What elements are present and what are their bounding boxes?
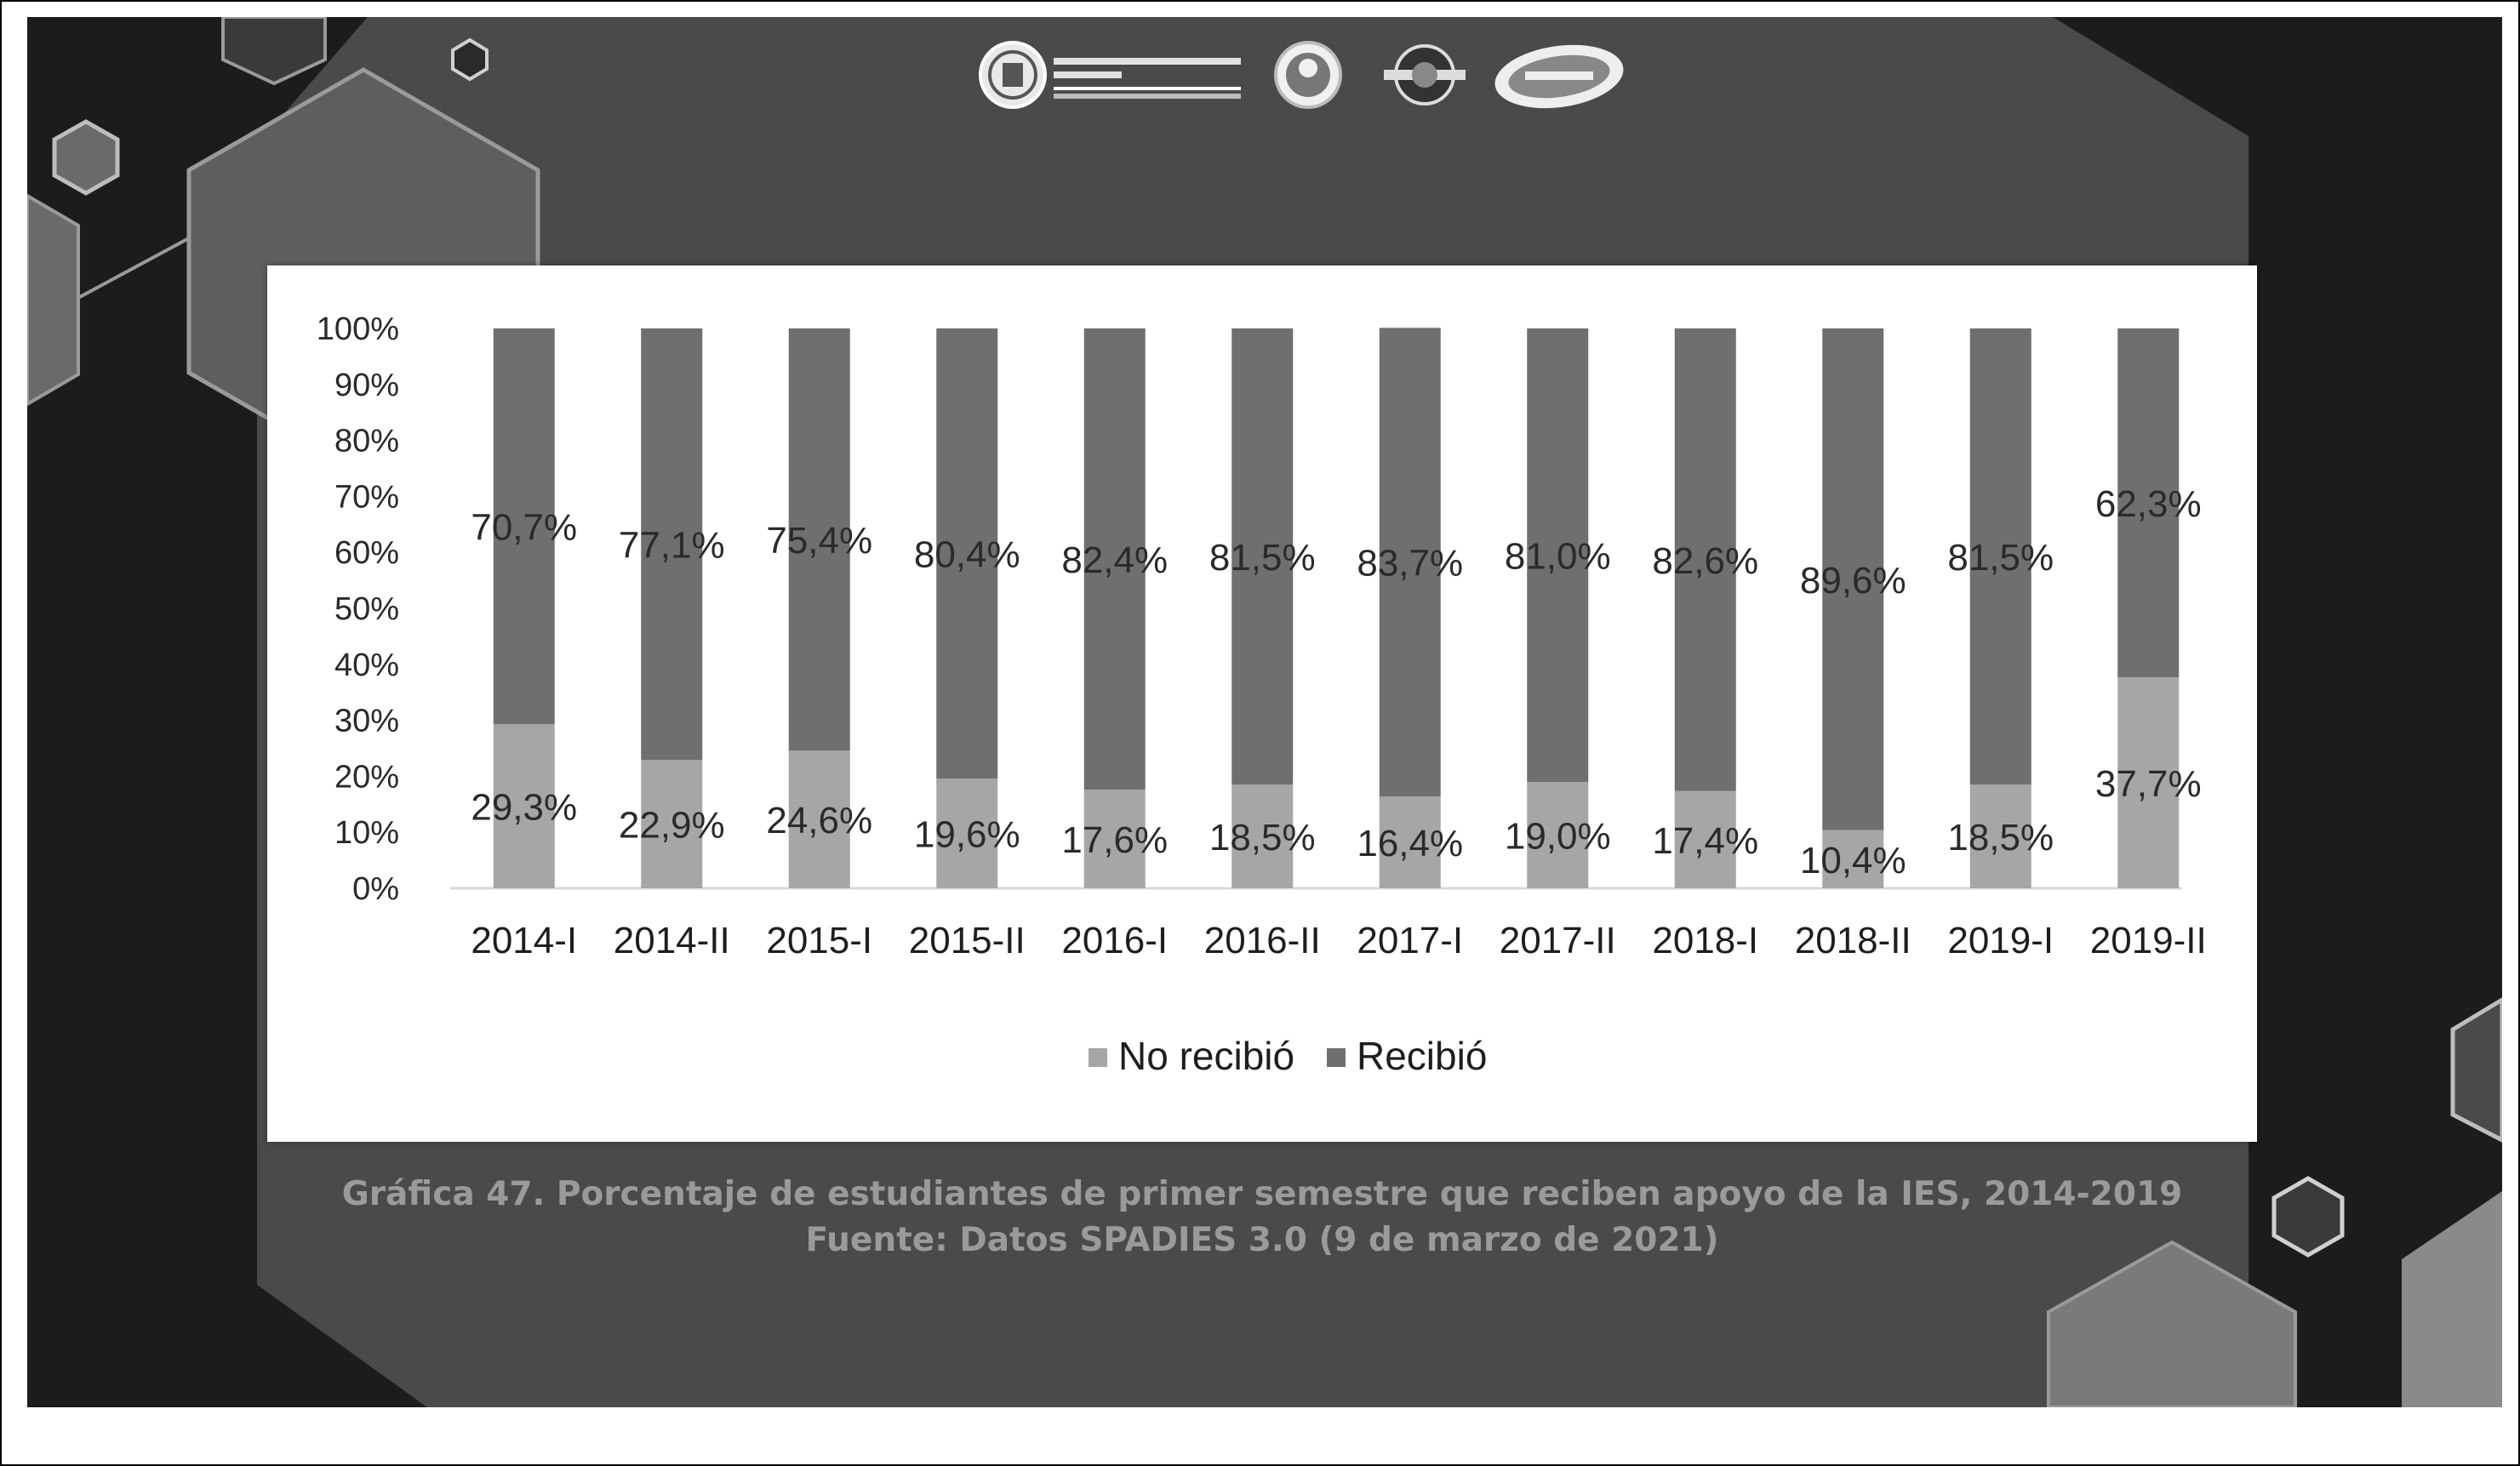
- y-tick-label: 90%: [334, 368, 399, 403]
- hexagon-shape: [221, 17, 327, 86]
- x-tick-label: 2014-II: [614, 920, 730, 961]
- bar-no-recibio: [2117, 676, 2180, 888]
- bar-recibio: [641, 328, 703, 761]
- data-label-no-recibio: 10,4%: [1800, 840, 1906, 881]
- bar-no-recibio: [1527, 781, 1589, 888]
- data-label-recibio: 82,4%: [1061, 539, 1168, 581]
- data-label-no-recibio: 24,6%: [766, 800, 872, 841]
- x-tick-label: 2018-II: [1795, 920, 1911, 961]
- y-tick-label: 100%: [317, 311, 399, 347]
- y-tick-label: 70%: [334, 479, 399, 515]
- hexagon-shape: [451, 37, 489, 82]
- data-label-recibio: 81,0%: [1505, 535, 1611, 577]
- data-label-no-recibio: 19,6%: [914, 814, 1020, 856]
- data-label-recibio: 62,3%: [2095, 483, 2202, 525]
- bar-recibio: [1379, 328, 1441, 797]
- legend-label-recibio: Recibió: [1357, 1034, 1487, 1078]
- portrait-seal-icon: [1274, 41, 1342, 109]
- bar-recibio: [1822, 328, 1884, 830]
- data-label-recibio: 89,6%: [1800, 560, 1906, 602]
- data-label-no-recibio: 18,5%: [1209, 817, 1316, 858]
- bar-no-recibio: [1379, 796, 1441, 888]
- y-tick-label: 30%: [334, 704, 399, 739]
- y-tick-label: 20%: [334, 759, 399, 795]
- bars: 29,3% 70,7% 22,9% 77,1% 24,6% 75,4% 19,6% 80,4%…: [471, 328, 2202, 888]
- y-tick-label: 0%: [352, 871, 399, 907]
- data-label-no-recibio: 37,7%: [2095, 763, 2202, 805]
- data-label-recibio: 82,6%: [1652, 540, 1758, 582]
- y-axis: 0% 10% 20% 30% 40% 50% 60% 70% 80% 90% 100%: [317, 311, 399, 907]
- bar-recibio: [936, 328, 998, 779]
- chart-panel: 0% 10% 20% 30% 40% 50% 60% 70% 80% 90% 100% 29,3% 7…: [267, 265, 2257, 1142]
- bar-recibio: [1083, 328, 1146, 790]
- bar-no-recibio: [1674, 790, 1736, 888]
- legend: No recibió Recibió: [1089, 1034, 1487, 1078]
- hexagon-shape: [2402, 1191, 2502, 1407]
- x-tick-label: 2015-I: [766, 920, 872, 961]
- x-tick-label: 2017-II: [1500, 920, 1616, 961]
- x-tick-label: 2014-I: [471, 920, 577, 961]
- chart-caption: Gráfica 47. Porcentaje de estudiantes de…: [267, 1172, 2257, 1263]
- data-label-no-recibio: 17,6%: [1061, 819, 1168, 861]
- data-label-recibio: 80,4%: [914, 534, 1020, 576]
- bar-no-recibio: [641, 760, 703, 888]
- caption-title: Gráfica 47. Porcentaje de estudiantes de…: [341, 1175, 2183, 1213]
- data-label-no-recibio: 19,0%: [1505, 815, 1611, 857]
- decor-line: [77, 237, 190, 299]
- x-tick-label: 2019-II: [2090, 920, 2207, 961]
- bar-recibio: [493, 328, 555, 725]
- y-tick-label: 40%: [334, 647, 399, 683]
- x-axis: 2014-I 2014-II 2015-I 2015-II 2016-I 2016-II 2…: [471, 920, 2206, 961]
- bar-recibio: [2117, 328, 2180, 677]
- bar-no-recibio: [1969, 784, 2031, 888]
- caption-source: Fuente: Datos SPADIES 3.0 (9 de marzo de…: [805, 1221, 1719, 1259]
- stacked-bar-chart: 0% 10% 20% 30% 40% 50% 60% 70% 80% 90% 100% 29,3% 7…: [317, 311, 2207, 1078]
- data-label-recibio: 81,5%: [1209, 537, 1316, 579]
- legend-label-no-recibio: No recibió: [1118, 1034, 1294, 1078]
- y-tick-label: 10%: [334, 815, 399, 851]
- y-tick-label: 60%: [334, 535, 399, 571]
- data-label-recibio: 77,1%: [619, 525, 725, 567]
- x-tick-label: 2016-II: [1204, 920, 1321, 961]
- data-label-no-recibio: 18,5%: [1947, 817, 2054, 858]
- bar-recibio: [1674, 328, 1736, 791]
- data-label-no-recibio: 29,3%: [471, 787, 577, 829]
- oval-emblem-icon: [1494, 44, 1624, 109]
- hexagon-shape: [2047, 1240, 2297, 1407]
- data-label-recibio: 81,5%: [1947, 537, 2054, 579]
- bar-no-recibio: [1231, 784, 1294, 888]
- data-label-no-recibio: 22,9%: [619, 805, 725, 847]
- x-tick-label: 2018-I: [1652, 920, 1758, 961]
- bar-recibio: [1527, 328, 1589, 782]
- bar-recibio: [1969, 328, 2031, 785]
- x-tick-label: 2019-I: [1947, 920, 2054, 961]
- x-tick-label: 2015-II: [909, 920, 1026, 961]
- data-label-recibio: 70,7%: [471, 507, 577, 549]
- x-tick-label: 2016-I: [1061, 920, 1168, 961]
- bar-no-recibio: [1822, 830, 1884, 888]
- data-label-no-recibio: 16,4%: [1357, 823, 1463, 864]
- legend-swatch-no-recibio: [1089, 1048, 1107, 1067]
- university-seal-icon: [979, 41, 1241, 109]
- bar-no-recibio: [493, 724, 555, 888]
- hexagon-shape: [2450, 997, 2502, 1143]
- bar-recibio: [788, 328, 850, 751]
- logo-bar: [979, 41, 1624, 109]
- round-badge-icon: [1384, 44, 1466, 106]
- bar-recibio: [1231, 328, 1294, 785]
- bar-no-recibio: [788, 750, 850, 888]
- hexagon-shape: [52, 119, 120, 196]
- x-tick-label: 2017-I: [1357, 920, 1463, 961]
- hexagon-shape: [2271, 1176, 2345, 1258]
- y-tick-label: 50%: [334, 591, 399, 627]
- data-label-recibio: 83,7%: [1357, 543, 1463, 585]
- hexagon-shape: [27, 193, 80, 407]
- data-label-no-recibio: 17,4%: [1652, 820, 1758, 862]
- bar-no-recibio: [1083, 790, 1146, 888]
- legend-swatch-recibio: [1327, 1048, 1346, 1067]
- y-tick-label: 80%: [334, 424, 399, 459]
- data-label-recibio: 75,4%: [766, 520, 872, 562]
- bar-no-recibio: [936, 779, 998, 888]
